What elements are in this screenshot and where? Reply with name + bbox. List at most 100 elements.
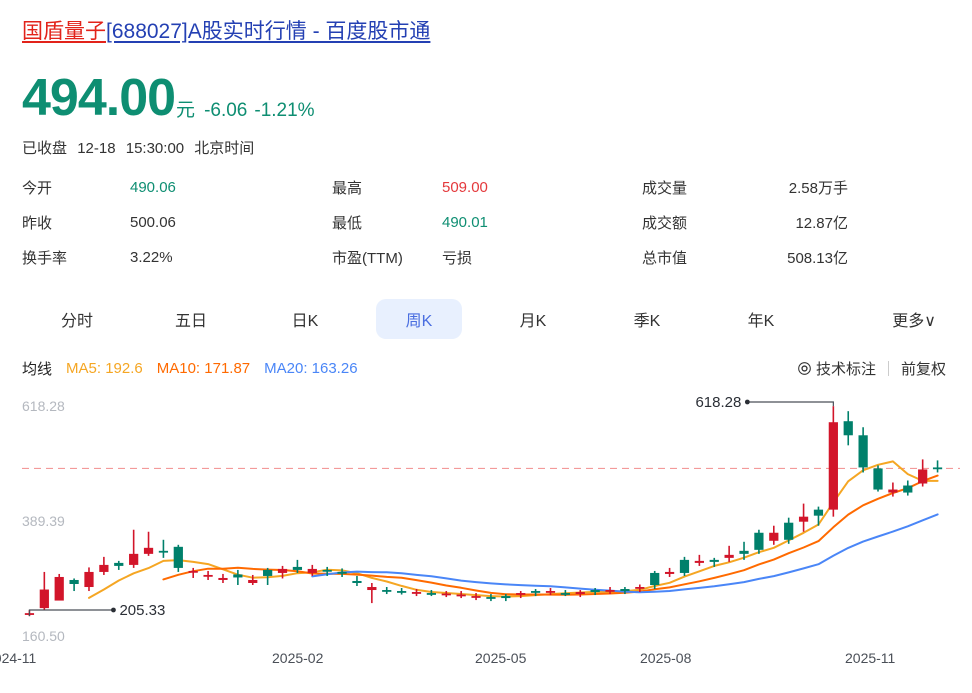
tab-quarterly-k[interactable]: 季K: [633, 313, 661, 330]
stat-label: 市盈(TTM): [332, 250, 403, 267]
candlestick: [129, 529, 139, 568]
price-block: 494.00 元 -6.06 -1.21%: [22, 72, 315, 124]
stat-label: 昨收: [22, 215, 53, 232]
candlestick: [843, 411, 853, 446]
stat-row: 换手率 3.22%: [22, 240, 332, 275]
market-status-row: 已收盘 12-18 15:30:00 北京时间: [22, 137, 260, 158]
stat-value: 509.00: [442, 179, 488, 196]
tab-more[interactable]: 更多∨: [892, 313, 936, 330]
candlestick: [828, 406, 838, 517]
x-axis-tick-label: 2024-11: [0, 650, 37, 666]
candlestick: [397, 588, 407, 595]
page-title-rest[interactable]: [688027]A股实时行情 - 百度股市通: [106, 20, 431, 43]
stat-row: 最低 490.01: [332, 205, 642, 240]
page-title[interactable]: 国盾量子[688027]A股实时行情 - 百度股市通: [22, 18, 430, 46]
candlestick: [679, 556, 690, 576]
price-change-percent: -1.21%: [254, 100, 315, 121]
candlestick: [620, 587, 630, 595]
stat-row: 最高 509.00: [332, 170, 642, 205]
candlestick: [233, 569, 243, 586]
y-axis-tick-label: 160.50: [22, 628, 65, 644]
stat-label: 今开: [22, 180, 53, 197]
candlestick: [545, 588, 556, 596]
x-axis-tick-label: 2025-08: [640, 650, 692, 666]
low-annotation-label: 205.33: [119, 602, 165, 619]
current-price: 494.00: [22, 69, 176, 127]
candlestick: [158, 539, 169, 558]
stat-label: 总市值: [642, 250, 688, 267]
price-currency-unit: 元: [176, 100, 196, 121]
stat-value: 490.01: [442, 214, 488, 231]
candlestick: [605, 587, 615, 595]
toolbar-divider: [887, 360, 889, 376]
candlestick: [352, 575, 362, 587]
candlestick-chart[interactable]: 618.28 389.39 160.50 618.28 205.33 2024-11 202…: [0, 388, 972, 693]
stat-row: 市盈(TTM) 亏损: [332, 240, 642, 275]
moving-average-legend: 均线 MA5: 192.6 MA10: 171.87 MA20: 163.26 …: [0, 355, 972, 381]
stats-grid: 今开 490.06 昨收 500.06 换手率 3.22% 最高 509.00 …: [22, 170, 952, 275]
market-status: 已收盘: [22, 140, 68, 157]
candlestick: [709, 557, 719, 567]
candlestick: [114, 560, 124, 570]
x-axis-tick-label: 2025-11: [845, 650, 896, 666]
candlestick: [754, 529, 764, 554]
stat-value: 500.06: [130, 214, 176, 231]
candlestick-chart-svg[interactable]: 618.28 389.39 160.50 618.28 205.33 2024-11 202…: [0, 388, 972, 693]
technical-annotation-button[interactable]: 技术标注: [815, 360, 876, 378]
candlestick: [54, 573, 64, 601]
candlestick: [873, 465, 883, 492]
candlestick: [739, 541, 749, 560]
candlestick: [263, 567, 273, 586]
high-price-annotation: 618.28: [695, 394, 834, 411]
tab-weekly-k[interactable]: 周K: [376, 299, 462, 339]
quote-date: 12-18: [77, 140, 116, 157]
candlestick: [188, 567, 198, 578]
candlestick: [426, 590, 437, 597]
chart-period-tabs: 分时 五日 日K 周K 月K 季K 年K 更多∨: [0, 296, 972, 342]
candlestick: [560, 590, 570, 597]
candlestick: [218, 573, 228, 583]
tab-fenshi[interactable]: 分时: [60, 313, 93, 330]
candlestick: [307, 564, 317, 576]
ma20-legend: MA20: 163.26: [264, 359, 358, 377]
candlestick: [471, 593, 481, 601]
tab-yearly-k[interactable]: 年K: [747, 313, 775, 330]
candlestick: [143, 531, 154, 556]
candlestick: [203, 570, 213, 580]
candlestick: [664, 567, 675, 577]
candlestick: [411, 589, 422, 597]
candlestick: [858, 427, 868, 473]
candlestick: [888, 482, 898, 497]
high-annotation-label: 618.28: [695, 394, 741, 411]
tab-daily-k[interactable]: 日K: [291, 313, 319, 330]
stat-value: 3.22%: [130, 249, 173, 266]
page-title-stock-name[interactable]: 国盾量子: [22, 20, 106, 43]
stat-row: 成交量 2.58万手: [642, 170, 952, 205]
quote-time: 15:30:00: [125, 140, 185, 157]
candlestick: [798, 503, 809, 532]
candlestick: [456, 591, 466, 599]
stat-value: 508.13亿: [787, 250, 848, 267]
candlestick: [173, 544, 183, 572]
candlestick: [441, 591, 451, 598]
y-axis-tick-label: 389.39: [22, 513, 65, 529]
ma10-legend: MA10: 171.87: [156, 359, 251, 377]
stat-label: 最低: [332, 215, 363, 232]
y-axis-tick-label: 618.28: [22, 398, 65, 414]
candlestick: [501, 594, 511, 602]
low-price-annotation: 205.33: [28, 602, 165, 619]
candlestick: [486, 594, 496, 602]
candlestick: [650, 570, 660, 590]
candlestick: [84, 567, 94, 592]
quote-timezone: 北京时间: [194, 140, 255, 157]
adjust-mode-button[interactable]: 前复权: [900, 360, 946, 378]
eye-icon: [797, 361, 812, 376]
stat-row: 成交额 12.87亿: [642, 205, 952, 240]
tab-five-day[interactable]: 五日: [174, 313, 207, 330]
candlestick: [769, 525, 779, 545]
candlestick: [277, 565, 288, 579]
candlestick: [69, 578, 79, 592]
candlestick: [248, 574, 258, 586]
candlestick: [724, 545, 734, 562]
tab-monthly-k[interactable]: 月K: [519, 313, 547, 330]
